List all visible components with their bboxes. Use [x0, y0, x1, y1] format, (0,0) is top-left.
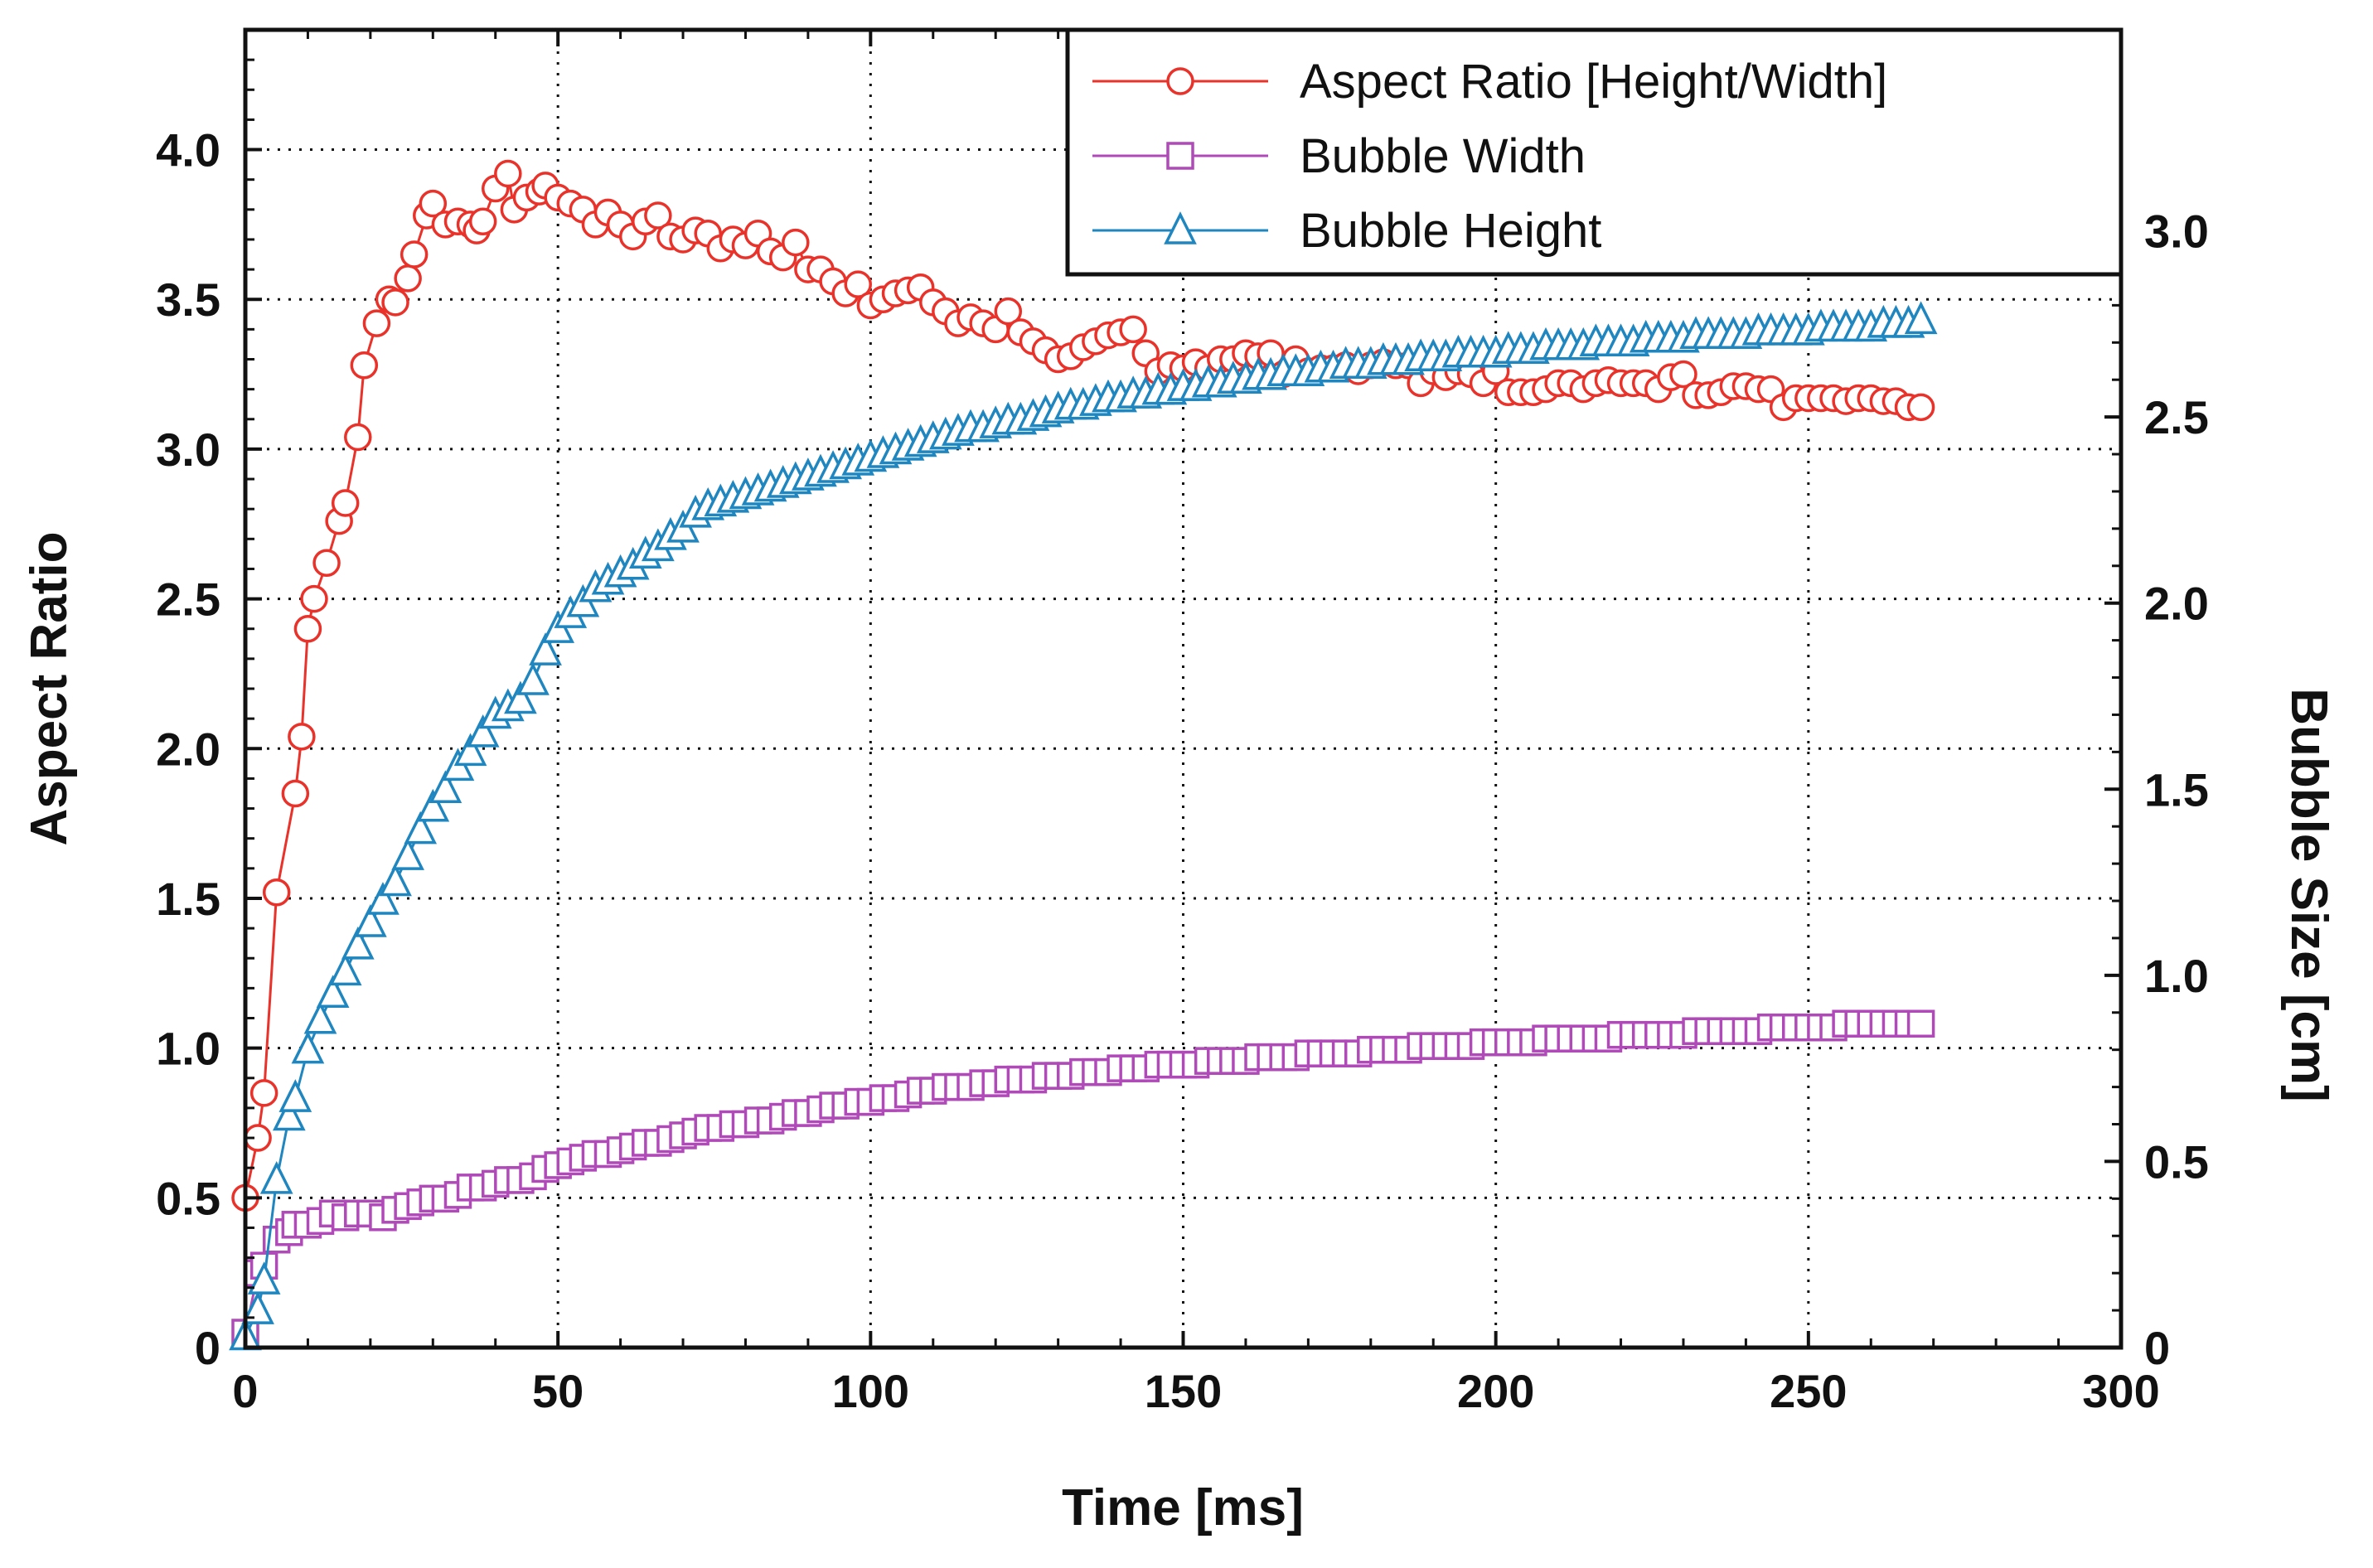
data-point	[429, 770, 462, 804]
data-point	[362, 309, 391, 337]
data-point	[312, 549, 341, 577]
data-point	[416, 788, 450, 822]
x-tick-label: 150	[1145, 1365, 1222, 1417]
legend-marker-circle	[1166, 67, 1194, 95]
y-left-tick-label: 4.0	[156, 124, 220, 177]
data-point	[468, 207, 497, 236]
data-point	[466, 714, 500, 748]
right-axis-title: Bubble Size [cm]	[2280, 688, 2337, 1102]
data-point	[1119, 315, 1147, 344]
data-point	[241, 1291, 274, 1324]
data-point	[400, 240, 429, 269]
y-left-tick-label: 3.5	[156, 273, 220, 326]
data-point	[328, 952, 362, 986]
x-tick-label: 0	[232, 1365, 258, 1417]
data-point	[344, 423, 372, 452]
data-point	[381, 288, 409, 317]
y-left-tick-label: 0	[195, 1322, 220, 1374]
x-axis-title: Time [ms]	[1062, 1479, 1304, 1537]
data-point	[404, 811, 438, 844]
series-layer	[229, 159, 1938, 1351]
y-left-tick-label: 1.5	[156, 873, 220, 925]
legend-marker-square	[1166, 142, 1194, 170]
legend: Aspect Ratio [Height/Width] Bubble Width B…	[1065, 27, 2124, 277]
data-point	[350, 351, 379, 380]
x-tick-label: 200	[1457, 1365, 1534, 1417]
data-point	[272, 1097, 306, 1131]
data-point	[994, 297, 1023, 326]
y-left-tick-label: 1.0	[156, 1023, 220, 1075]
data-point	[300, 584, 328, 613]
y-right-tick-label: 2.5	[2144, 391, 2209, 443]
data-point	[259, 1160, 293, 1194]
data-point	[504, 680, 537, 714]
data-point	[293, 614, 322, 643]
data-point	[288, 723, 316, 751]
data-point	[247, 1261, 281, 1295]
series-bubble-height	[229, 301, 1938, 1351]
series-aspect-ratio-height-width	[231, 159, 1935, 1212]
x-tick-label: 100	[832, 1365, 909, 1417]
data-point	[1906, 1009, 1935, 1038]
y-right-tick-label: 0	[2144, 1322, 2170, 1374]
data-point	[1669, 360, 1697, 389]
data-point	[516, 662, 550, 695]
data-point	[782, 228, 810, 257]
y-right-tick-label: 0.5	[2144, 1135, 2209, 1188]
data-point	[453, 733, 487, 767]
y-right-tick-label: 1.5	[2144, 763, 2209, 815]
data-point	[394, 264, 422, 293]
series-bubble-width	[231, 1009, 1935, 1347]
data-point	[1904, 301, 1938, 335]
data-point	[644, 201, 672, 230]
data-point	[379, 863, 412, 897]
x-tick-label: 250	[1770, 1365, 1847, 1417]
data-point	[249, 1079, 278, 1107]
y-left-tick-label: 3.0	[156, 423, 220, 476]
x-axis-tick-labels: 0 50 100 150 200 250 300	[232, 1365, 2159, 1417]
data-point	[331, 489, 360, 517]
x-tick-label: 50	[532, 1365, 584, 1417]
legend-marker-triangle	[1164, 211, 1197, 244]
data-point	[281, 779, 310, 808]
legend-label: Bubble Height	[1300, 204, 1601, 258]
data-point	[419, 189, 448, 218]
left-axis-title: Aspect Ratio	[21, 532, 78, 846]
data-point	[291, 1030, 325, 1064]
y-right-tick-label: 2.0	[2144, 578, 2209, 630]
y-left-tick-label: 2.0	[156, 723, 220, 775]
x-tick-label: 300	[2082, 1365, 2159, 1417]
data-point	[303, 1000, 337, 1034]
y-right-tick-label: 1.0	[2144, 950, 2209, 1002]
left-axis-tick-labels: 0 0.5 1.0 1.5 2.0 2.5 3.0 3.5 4.0	[156, 124, 220, 1374]
data-point	[391, 837, 424, 870]
right-axis-tick-labels: 0 0.5 1.0 1.5 2.0 2.5 3.0	[2144, 206, 2209, 1374]
data-point	[262, 878, 291, 907]
y-right-tick-label: 3.0	[2144, 206, 2209, 258]
legend-label: Aspect Ratio [Height/Width]	[1300, 55, 1887, 109]
legend-label: Bubble Width	[1300, 129, 1586, 183]
data-point	[494, 159, 522, 188]
data-point	[844, 270, 872, 298]
y-left-tick-label: 2.5	[156, 573, 220, 626]
data-point	[354, 904, 387, 937]
data-point	[316, 975, 350, 1009]
data-point	[529, 632, 562, 665]
data-point	[1906, 393, 1935, 422]
legend-box	[1065, 27, 2124, 277]
data-point	[366, 882, 400, 915]
data-point	[278, 1079, 312, 1112]
data-point	[341, 927, 375, 960]
y-left-tick-label: 0.5	[156, 1172, 220, 1224]
